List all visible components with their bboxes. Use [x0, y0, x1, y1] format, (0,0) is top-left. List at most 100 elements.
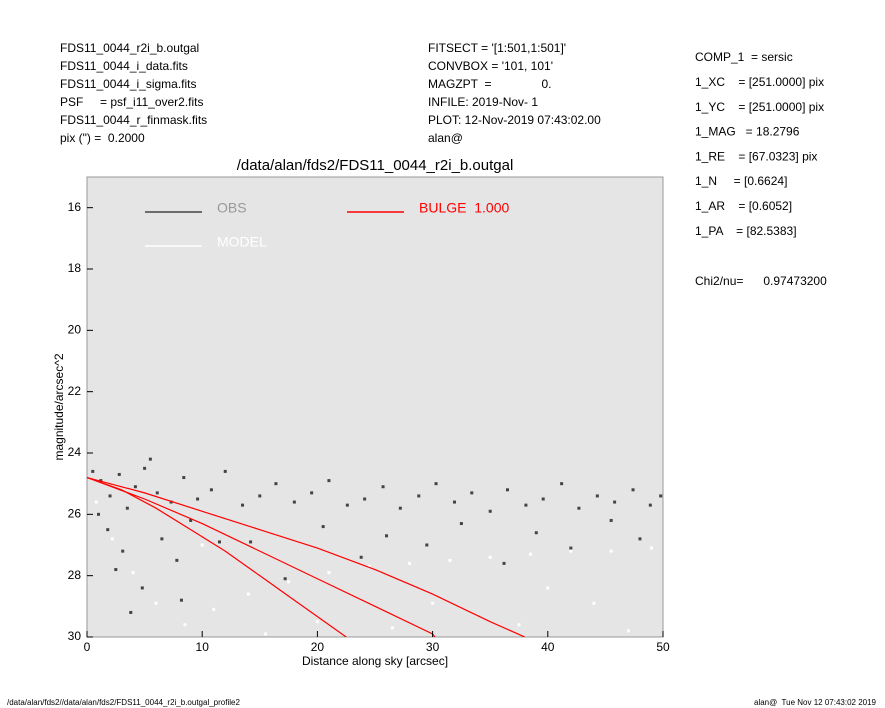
data-point: [196, 497, 200, 501]
plot-area: [87, 457, 663, 637]
data-point: [381, 485, 385, 489]
chart-title: /data/alan/fds2/FDS11_0044_r2i_b.outgal: [237, 157, 514, 174]
x-tick-label: 30: [426, 640, 440, 654]
header-right-line: 1_RE = [67.0323] pix: [695, 149, 817, 163]
header-left-line: FDS11_0044_r_finmask.fits: [60, 113, 207, 127]
data-point: [649, 546, 653, 550]
data-point: [223, 469, 227, 473]
data-point: [425, 543, 429, 547]
y-tick-label: 26: [68, 507, 82, 521]
data-point: [569, 546, 573, 550]
header-right-line: 1_YC = [251.0000] pix: [695, 100, 824, 114]
header-left-line: FDS11_0044_r2i_b.outgal: [60, 41, 199, 55]
data-point: [189, 518, 193, 522]
data-point: [488, 555, 492, 559]
data-point: [434, 482, 438, 486]
data-point: [246, 592, 250, 596]
footer-right: alan@ Tue Nov 12 07:43:02 2019: [754, 698, 877, 707]
data-point: [131, 571, 135, 575]
data-point: [114, 568, 118, 572]
data-point: [385, 534, 389, 538]
data-point: [249, 540, 253, 544]
data-point: [264, 632, 268, 636]
header-right-line: COMP_1 = sersic: [695, 50, 793, 64]
data-point: [577, 506, 581, 510]
model-curve: [87, 476, 436, 637]
legend-label: MODEL: [217, 234, 267, 250]
data-point: [459, 522, 463, 526]
data-point: [97, 512, 101, 516]
data-point: [569, 549, 573, 553]
data-point: [448, 558, 452, 562]
data-point: [529, 552, 533, 556]
x-tick-label: 20: [311, 640, 325, 654]
data-point: [283, 577, 287, 581]
data-point: [327, 571, 331, 575]
x-tick-label: 10: [196, 640, 210, 654]
data-point: [367, 564, 371, 568]
y-tick-label: 16: [68, 200, 82, 214]
model-curve: [87, 476, 526, 637]
data-point: [182, 476, 186, 480]
x-axis-label: Distance along sky [arcsec]: [302, 654, 448, 668]
data-point: [94, 500, 98, 504]
y-tick-label: 18: [68, 261, 82, 275]
data-point: [431, 601, 435, 605]
header-middle-line: MAGZPT = 0.: [428, 77, 551, 91]
header-middle-line: FITSECT = '[1:501,1:501]': [428, 41, 566, 55]
data-point: [106, 528, 110, 532]
data-point: [217, 540, 221, 544]
data-point: [626, 629, 630, 633]
data-point: [117, 472, 121, 476]
data-point: [175, 558, 179, 562]
data-point: [505, 488, 509, 492]
data-point: [200, 543, 204, 547]
x-tick-label: 50: [656, 640, 670, 654]
header-right-line: 1_N = [0.6624]: [695, 174, 787, 188]
y-tick-label: 20: [68, 323, 82, 337]
y-axis-label: magnitude/arcsec^2: [52, 353, 66, 460]
data-point: [108, 494, 112, 498]
data-point: [179, 598, 183, 602]
header-left-line: FDS11_0044_i_sigma.fits: [60, 77, 197, 91]
data-point: [327, 479, 331, 483]
legend-label: BULGE 1.000: [419, 200, 509, 216]
data-point: [363, 497, 367, 501]
data-point: [659, 494, 663, 498]
data-point: [140, 586, 144, 590]
data-point: [534, 531, 538, 535]
data-point: [258, 494, 262, 498]
data-point: [287, 580, 291, 584]
legend-label: OBS: [217, 200, 247, 216]
chi-text: Chi2/nu= 0.97473200: [695, 274, 827, 288]
data-point: [560, 482, 564, 486]
data-point: [310, 491, 314, 495]
y-tick-label: 22: [68, 384, 82, 398]
data-point: [143, 466, 147, 470]
data-point: [241, 503, 245, 507]
data-point: [133, 485, 137, 489]
x-tick-label: 0: [84, 640, 91, 654]
data-point: [452, 500, 456, 504]
header-left-line: PSF = psf_i11_over2.fits: [60, 95, 204, 109]
data-point: [292, 500, 296, 504]
data-point: [390, 626, 394, 630]
data-point: [631, 488, 635, 492]
data-point: [609, 518, 613, 522]
data-point: [209, 488, 213, 492]
data-point: [315, 620, 319, 624]
data-point: [110, 537, 114, 541]
data-point: [613, 500, 617, 504]
data-point: [417, 494, 421, 498]
header-right-line: 1_PA = [82.5383]: [695, 224, 797, 238]
data-point: [183, 623, 187, 627]
y-tick-label: 30: [68, 629, 82, 643]
footer-left: /data/alan/fds2//data/alan/fds2/FDS11_00…: [7, 698, 240, 707]
data-point: [592, 601, 596, 605]
data-point: [129, 610, 133, 614]
data-point: [524, 503, 528, 507]
header-middle-line: INFILE: 2019-Nov- 1: [428, 95, 538, 109]
plot-background: [86, 176, 664, 638]
header-middle-line: alan@: [428, 131, 463, 145]
